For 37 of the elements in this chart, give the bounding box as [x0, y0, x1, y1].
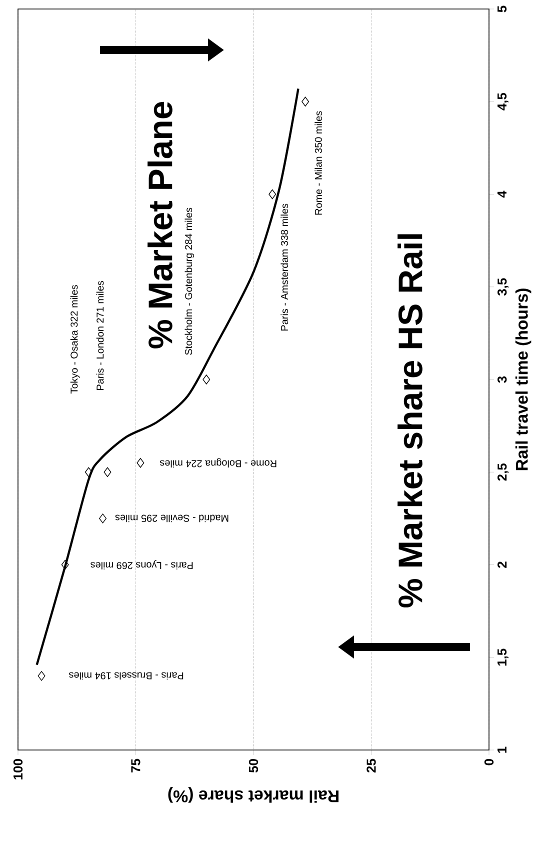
y-tick-label: 4,5 — [498, 92, 508, 110]
point — [38, 671, 46, 681]
y-tick-label: 4 — [498, 190, 506, 198]
annotation: Paris - London 271 miles — [96, 280, 104, 390]
point — [268, 189, 276, 200]
y-tick-label: 2,5 — [498, 463, 509, 481]
annotation: Tokyo - Osaka 322 miles — [70, 285, 80, 394]
point — [302, 96, 310, 106]
x-tick-label: 100 — [13, 759, 23, 780]
annotation: Madrid - Seville 295 miles — [115, 514, 228, 522]
point — [136, 458, 144, 468]
line-series — [36, 88, 300, 666]
point — [61, 560, 69, 570]
y-tick-label: 5 — [498, 6, 507, 12]
annotation: Rome - Milan 350 miles — [314, 111, 322, 215]
y-tick-label: 1,5 — [498, 648, 508, 666]
point — [104, 467, 112, 477]
point — [99, 514, 106, 524]
y-axis-title: Rail travel time (hours) — [515, 288, 532, 470]
annotation: Paris - Brussels 194 miles — [69, 672, 184, 680]
annotation: Paris - Amsterdam 338 miles — [280, 204, 288, 331]
annotation: Rome - Bologna 224 miles — [160, 458, 276, 468]
point — [202, 374, 210, 384]
y-tick-label: 3 — [498, 376, 507, 383]
point — [84, 467, 92, 477]
x-tick-label: 0 — [484, 759, 494, 766]
x-tick-label: 75 — [131, 758, 140, 772]
y-tick-label: 1 — [498, 746, 506, 753]
annotation: % Market Plane — [148, 102, 172, 348]
x-axis-title: Rail market share (%) — [168, 786, 338, 803]
y-tick-label: 3,5 — [498, 278, 509, 296]
annotation: % Market share HS Rail — [398, 234, 422, 608]
y-tick-label: 2 — [498, 562, 507, 568]
annotation: Paris - Lyons 269 miles — [90, 560, 193, 570]
x-tick-label: 25 — [366, 758, 376, 772]
annotation: Stockholm - Gotenburg 284 miles — [184, 208, 194, 355]
x-tick-label: 50 — [248, 759, 258, 773]
